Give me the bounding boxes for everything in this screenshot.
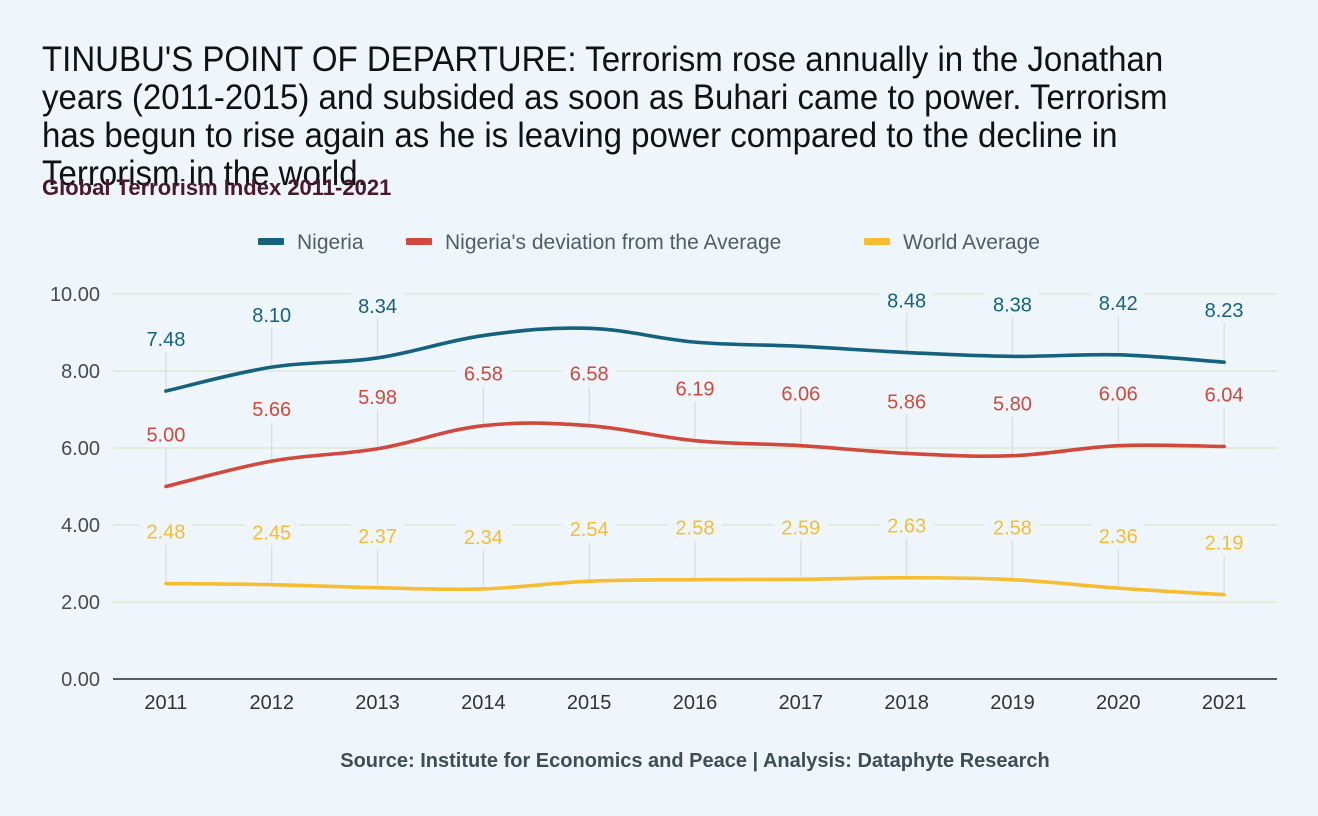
x-tick-label-2: 2013 [355,692,400,714]
data-label-0-8: 8.38 [993,294,1032,316]
data-label-bg-1-4 [562,360,617,386]
data-label-bg-2-5 [668,514,722,540]
source-note: Source: Institute for Economics and Peac… [340,750,1050,772]
x-axis: 2011 2012 2013 2014 2015 2016 2017 2018 2019 2020… [113,678,1277,714]
data-label-bg-0-8 [985,291,1040,317]
data-label-bg-1-0 [138,421,193,447]
data-label-1-8: 5.80 [993,394,1032,416]
data-label-bg-2-9 [1091,523,1146,549]
x-tick-label-4: 2015 [567,692,612,714]
data-label-0-0: 7.48 [146,329,185,351]
data-label-bg-2-6 [773,514,828,540]
data-label-bg-2-0 [138,518,193,544]
data-label-2-9: 2.36 [1099,526,1138,548]
data-label-bg-0-1 [244,302,299,328]
data-label-2-0: 2.48 [146,522,185,544]
data-label-bg-1-1 [244,396,299,422]
data-label-bg-0-0 [138,326,193,352]
data-label-2-6: 2.59 [781,517,820,539]
legend: Nigeria Nigeria's deviation from the Aver… [258,231,1040,254]
data-label-bg-1-9 [1091,380,1146,406]
y-tick-label-1: 2.00 [61,592,100,614]
legend-label-1[interactable]: Nigeria's deviation from the Average [445,231,781,254]
data-label-2-1: 2.45 [252,523,291,545]
legend-label-2[interactable]: World Average [903,231,1040,254]
data-label-1-10: 6.04 [1205,384,1244,406]
series-lines [164,326,1226,597]
y-tick-label-2: 4.00 [61,515,100,537]
data-label-bg-0-2 [350,292,405,318]
data-label-1-5: 6.19 [676,379,715,401]
data-label-2-5: 2.58 [676,518,715,540]
headline: TINUBU'S POINT OF DEPARTURE: Terrorism r… [42,39,1168,193]
data-label-1-2: 5.98 [358,387,397,409]
data-label-bg-1-3 [456,360,511,386]
data-label-bg-1-2 [350,383,405,409]
data-label-bg-1-10 [1197,381,1252,407]
data-label-2-4: 2.54 [570,519,609,541]
data-label-bg-0-10 [1197,297,1252,323]
y-tick-label-5: 10.00 [50,284,100,306]
data-label-bg-2-2 [350,522,405,548]
series-line-0 [164,326,1226,393]
label-leaders [165,313,1225,593]
series-line-2 [164,575,1226,597]
data-label-1-6: 6.06 [781,384,820,406]
data-label-2-8: 2.58 [993,518,1032,540]
data-label-bg-2-7 [879,512,934,538]
x-tick-label-1: 2012 [249,692,294,714]
data-label-1-1: 5.66 [252,399,291,421]
data-label-0-9: 8.42 [1099,293,1138,315]
data-label-bg-1-6 [773,380,828,406]
data-label-2-3: 2.34 [464,527,503,549]
data-label-0-10: 8.23 [1205,300,1244,322]
y-tick-label-4: 8.00 [61,361,100,383]
data-labels: 7.48 8.10 8.34 8.48 8.38 8.42 8.23 5.00 5.66 5.98… [138,287,1252,555]
data-label-bg-1-7 [879,388,934,414]
series-line-1 [164,421,1226,489]
x-tick-label-3: 2014 [461,692,506,714]
data-label-0-7: 8.48 [887,291,926,313]
x-tick-label-9: 2020 [1096,692,1141,714]
data-label-0-2: 8.34 [358,296,397,318]
data-label-0-1: 8.10 [252,305,291,327]
chart-title: Global Terrorism Index 2011-2021 [42,175,392,200]
data-label-bg-0-7 [879,287,934,313]
legend-swatch-1[interactable] [406,238,432,245]
data-label-bg-1-5 [668,375,722,401]
data-label-bg-2-4 [562,516,617,542]
x-tick-label-0: 2011 [144,692,187,714]
data-label-2-10: 2.19 [1205,533,1244,555]
data-label-bg-2-1 [244,519,299,545]
y-tick-label-3: 6.00 [61,438,100,460]
x-tick-label-8: 2019 [990,692,1035,714]
data-label-bg-2-8 [985,514,1040,540]
data-label-2-7: 2.63 [887,516,926,538]
data-label-2-2: 2.37 [358,526,397,548]
y-tick-label-0: 0.00 [61,669,100,691]
data-label-1-4: 6.58 [570,364,609,386]
x-tick-label-5: 2016 [673,692,718,714]
x-tick-label-7: 2018 [884,692,929,714]
data-label-bg-1-8 [985,390,1040,416]
data-label-1-9: 6.06 [1099,384,1138,406]
legend-swatch-2[interactable] [864,238,890,245]
data-label-1-0: 5.00 [146,425,185,447]
data-label-1-3: 6.58 [464,364,503,386]
data-label-bg-0-9 [1091,289,1146,315]
y-axis: 0.00 2.00 4.00 6.00 8.00 10.00 [50,284,100,691]
x-tick-label-6: 2017 [779,692,824,714]
legend-swatch-0[interactable] [258,238,284,245]
data-label-bg-2-3 [456,523,511,549]
legend-label-0[interactable]: Nigeria [297,231,364,254]
data-label-bg-2-10 [1197,529,1252,555]
data-label-1-7: 5.86 [887,391,926,413]
x-tick-label-10: 2021 [1202,692,1247,714]
